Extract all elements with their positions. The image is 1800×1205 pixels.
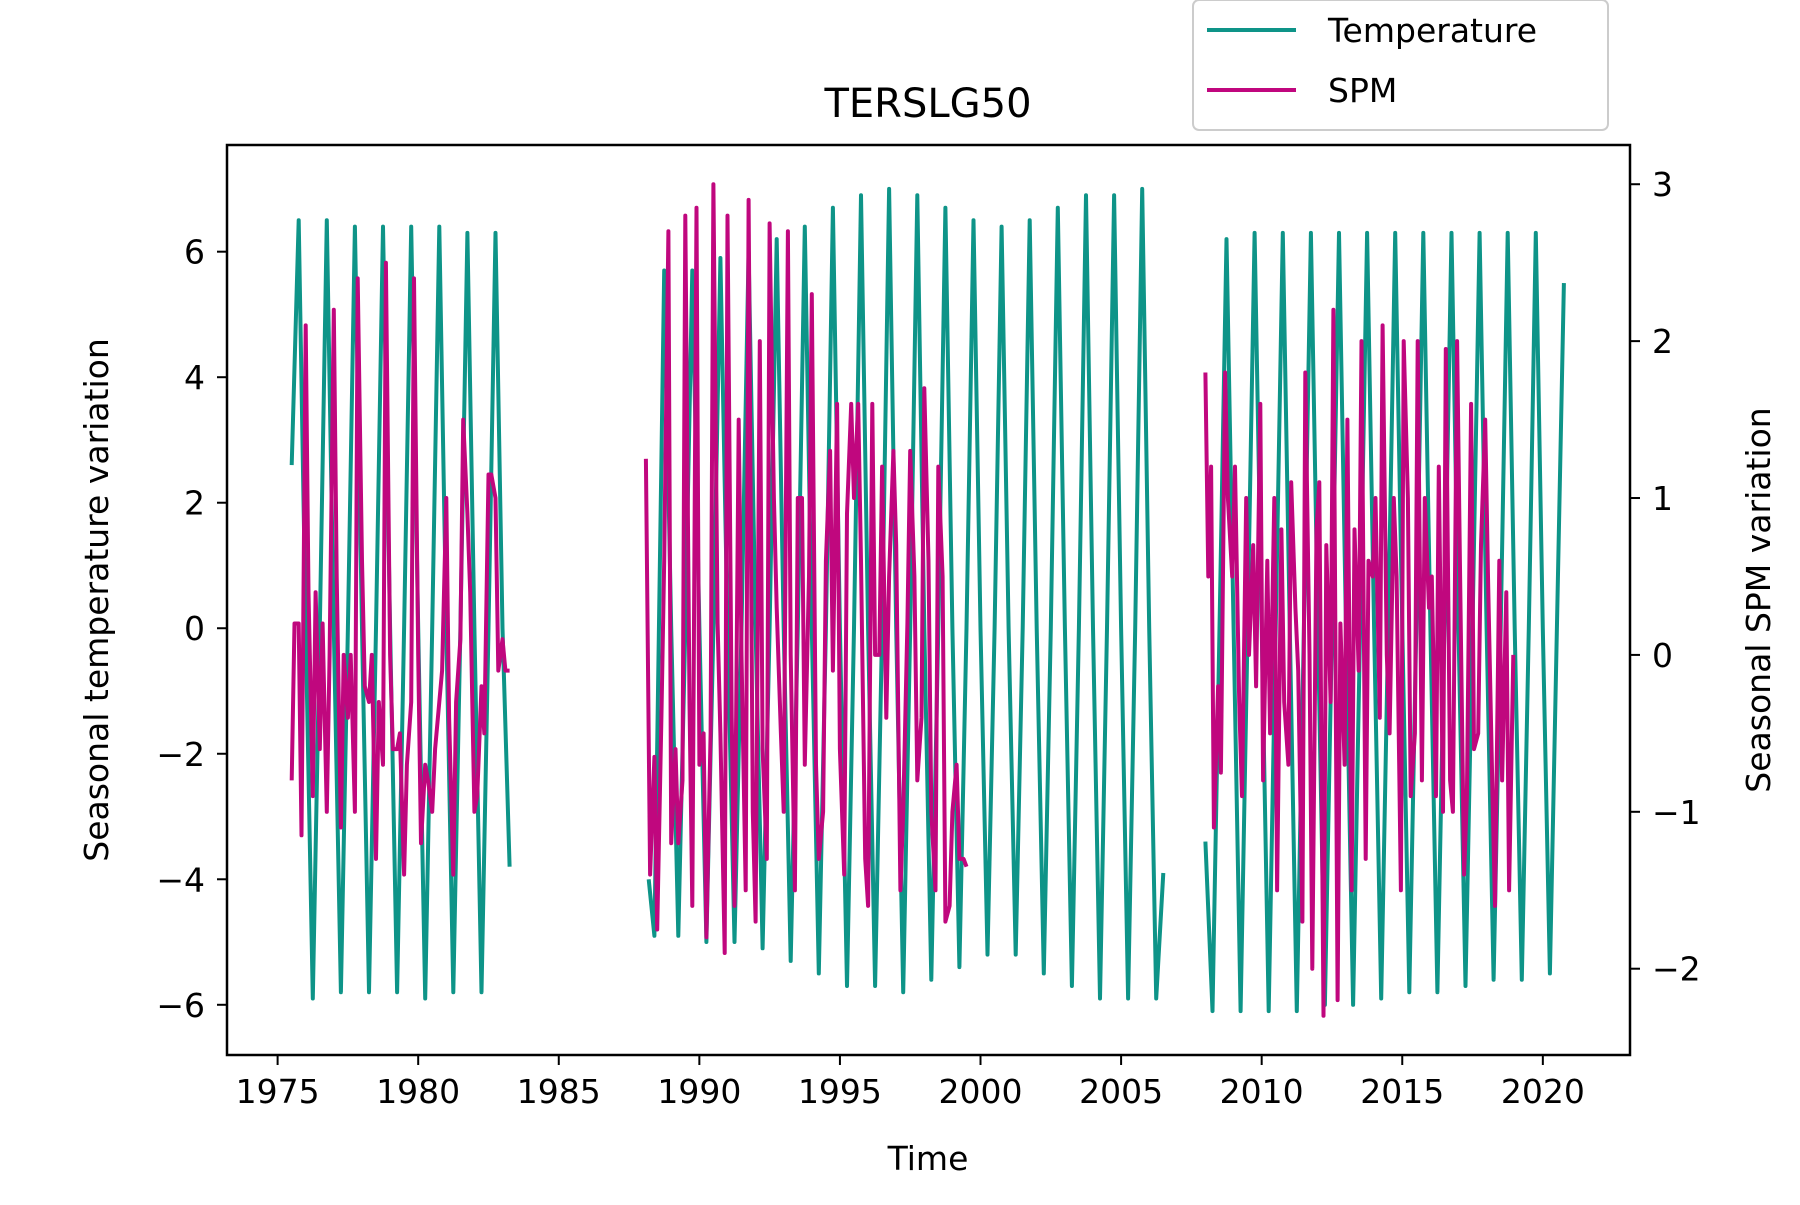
x-tick-label: 1980 (376, 1072, 460, 1111)
plot-frame (225, 143, 1632, 1057)
y2-tick-label: 2 (1652, 322, 1673, 361)
x-tick-label: 1985 (517, 1072, 601, 1111)
x-tick-label: 2000 (939, 1072, 1023, 1111)
x-tick-label: 2010 (1220, 1072, 1304, 1111)
y2-tick-label: 3 (1652, 165, 1673, 204)
x-tick-label: 2005 (1079, 1072, 1163, 1111)
y2-tick-label: 0 (1652, 636, 1673, 675)
x-axis-ticks: 1975 1980 1985 1990 1995 2000 2005 2010 2015 2020 (236, 1055, 1585, 1111)
y-tick-label: 0 (184, 609, 205, 648)
y-tick-label: 6 (184, 233, 205, 272)
y-tick-label: 2 (184, 484, 205, 523)
x-tick-label: 2015 (1360, 1072, 1444, 1111)
y-tick-label: −4 (156, 860, 205, 899)
y-axis-left-ticks: −6 −4 −2 0 2 4 6 (156, 233, 227, 1025)
y-tick-label: −6 (156, 986, 205, 1025)
x-tick-label: 1995 (798, 1072, 882, 1111)
series-line-temperature (1203, 230, 1566, 1014)
x-tick-label: 1975 (236, 1072, 320, 1111)
series-line-spm (643, 182, 969, 955)
y-tick-label: 4 (184, 358, 205, 397)
legend-label-spm: SPM (1328, 71, 1397, 110)
y2-tick-label: −2 (1652, 950, 1701, 989)
x-axis-label: Time (887, 1139, 969, 1178)
legend-label-temperature: Temperature (1327, 11, 1537, 50)
y-tick-label: −2 (156, 735, 205, 774)
series-line-spm (1203, 307, 1516, 1018)
series-line-temperature (289, 218, 512, 1001)
legend-box (1192, 0, 1609, 131)
series-lines (289, 182, 1566, 1018)
x-tick-label: 2020 (1501, 1072, 1585, 1111)
chart-title: TERSLG50 (823, 81, 1031, 127)
y-axis-left-label: Seasonal temperature variation (77, 338, 116, 862)
y-axis-right-label: Seasonal SPM variation (1739, 407, 1778, 792)
legend: Temperature SPM (1192, 0, 1609, 131)
y-axis-right-ticks: −2 −1 0 1 2 3 (1630, 165, 1701, 989)
series-line-spm (289, 260, 510, 877)
x-tick-label: 1990 (657, 1072, 741, 1111)
y2-tick-label: 1 (1652, 479, 1673, 518)
y2-tick-label: −1 (1652, 793, 1701, 832)
